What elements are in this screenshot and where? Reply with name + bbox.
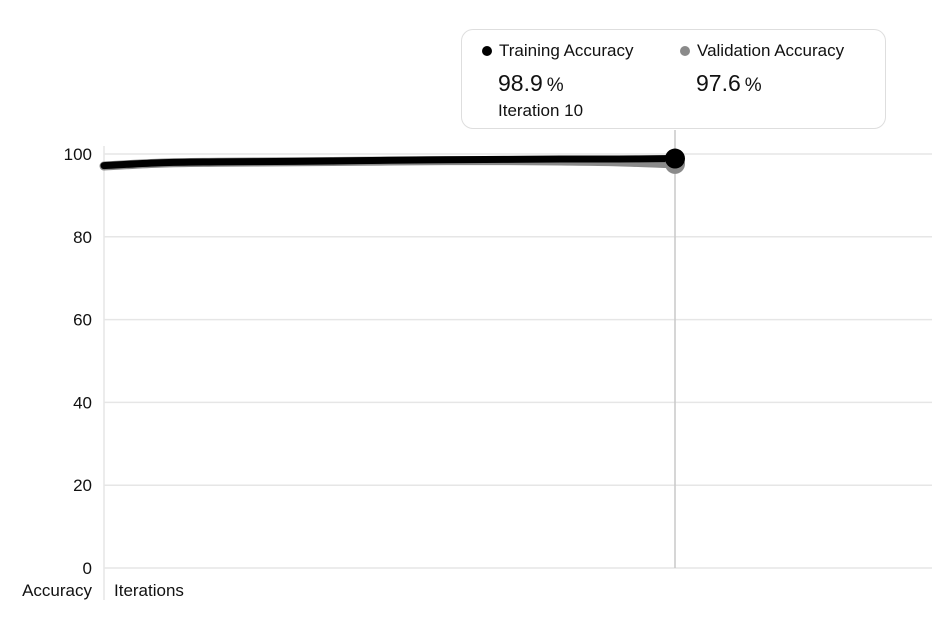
y-tick-label-40: 40 <box>73 393 92 412</box>
y-tick-label-0: 0 <box>83 559 92 578</box>
y-tick-label-60: 60 <box>73 311 92 330</box>
tooltip-training-column: Training Accuracy 98.9% Iteration 10 <box>482 40 633 121</box>
tooltip-training-header: Training Accuracy <box>482 40 633 62</box>
tooltip-validation-column: Validation Accuracy 97.6% <box>680 40 844 97</box>
tooltip-training-unit: % <box>546 75 564 96</box>
hover-tooltip: Training Accuracy 98.9% Iteration 10 Val… <box>461 29 886 129</box>
tooltip-validation-header: Validation Accuracy <box>680 40 844 62</box>
training-accuracy-hover-point <box>665 148 685 169</box>
tooltip-training-value: 98.9 <box>498 70 543 96</box>
validation-legend-dot-icon <box>680 46 690 56</box>
tooltip-validation-value: 97.6 <box>696 70 741 96</box>
hover-markers <box>665 148 685 174</box>
tooltip-validation-label: Validation Accuracy <box>697 41 845 60</box>
tooltip-validation-value-row: 97.6% <box>696 69 844 97</box>
y-tick-label-100: 100 <box>64 145 92 164</box>
y-tick-labels: 0 20 40 60 80 100 <box>64 145 92 578</box>
x-axis-label: Iterations <box>114 581 184 600</box>
y-tick-label-20: 20 <box>73 476 92 495</box>
series-lines <box>99 155 680 171</box>
tooltip-training-label: Training Accuracy <box>499 41 634 60</box>
tooltip-validation-unit: % <box>744 75 762 96</box>
y-axis-label: Accuracy <box>22 581 92 600</box>
y-tick-label-80: 80 <box>73 228 92 247</box>
training-legend-dot-icon <box>482 46 492 56</box>
tooltip-training-value-row: 98.9% <box>498 69 633 97</box>
training-accuracy-line <box>100 155 679 170</box>
grid-lines <box>104 153 932 569</box>
tooltip-iteration: Iteration 10 <box>498 101 584 120</box>
